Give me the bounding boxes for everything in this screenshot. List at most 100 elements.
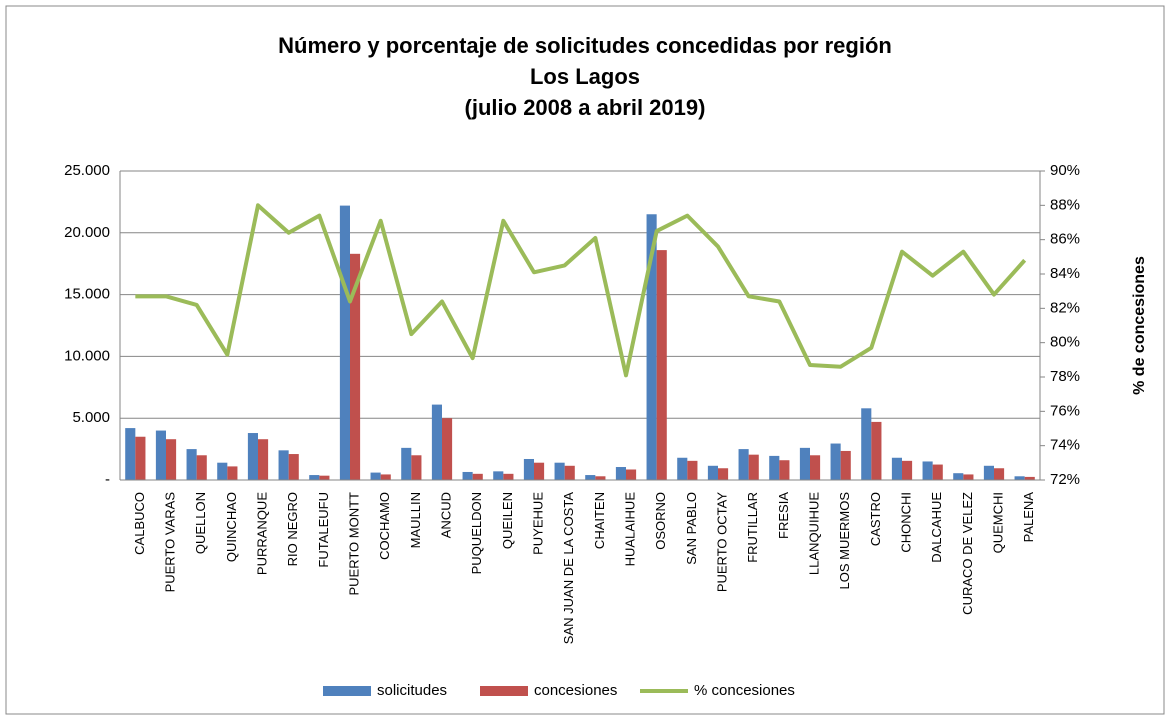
- y2-tick-label: 74%: [1050, 437, 1080, 454]
- bar: [401, 447, 412, 480]
- bar: [656, 250, 667, 480]
- x-tick-label: RIO NEGRO: [285, 492, 300, 566]
- bar: [227, 466, 238, 480]
- y2-tick-label: 90%: [1050, 162, 1080, 179]
- y-tick-label: 25.000: [64, 162, 110, 179]
- bar: [687, 460, 698, 480]
- bar: [891, 457, 902, 480]
- bar: [258, 439, 269, 480]
- legend-label: % concesiones: [694, 682, 795, 699]
- y-tick-label: -: [105, 471, 110, 488]
- y-tick-label: 15.000: [64, 286, 110, 303]
- bar: [810, 455, 821, 480]
- bar: [646, 214, 657, 480]
- bar: [963, 474, 974, 480]
- bar: [615, 467, 626, 480]
- bar: [718, 468, 729, 480]
- bar: [626, 469, 637, 480]
- bar: [319, 475, 330, 480]
- bar: [738, 449, 749, 480]
- x-tick-label: FRUTILLAR: [745, 492, 760, 563]
- bar: [534, 462, 545, 480]
- bar: [1024, 476, 1035, 480]
- bar: [472, 473, 483, 480]
- x-tick-label: QUEILEN: [500, 492, 515, 549]
- x-tick-label: CASTRO: [868, 492, 883, 546]
- y-tick-label: 5.000: [72, 409, 110, 426]
- chart-title: (julio 2008 a abril 2019): [465, 95, 706, 120]
- y2-tick-label: 72%: [1050, 471, 1080, 488]
- bar: [288, 454, 299, 480]
- bar: [902, 460, 913, 480]
- bar: [983, 465, 994, 480]
- x-tick-label: ANCUD: [438, 492, 453, 538]
- bar: [830, 443, 841, 480]
- x-tick-label: OSORNO: [653, 492, 668, 550]
- legend-swatch: [323, 686, 371, 696]
- bar: [380, 474, 391, 480]
- bar: [932, 464, 943, 480]
- x-tick-label: PUQUELDON: [469, 492, 484, 574]
- legend-swatch: [480, 686, 528, 696]
- y2-tick-label: 82%: [1050, 299, 1080, 316]
- x-tick-label: PUERTO OCTAY: [714, 492, 729, 592]
- y2-tick-label: 76%: [1050, 402, 1080, 419]
- y2-tick-label: 84%: [1050, 265, 1080, 282]
- bar: [564, 465, 575, 480]
- bar: [799, 447, 810, 480]
- bar: [135, 436, 146, 480]
- bar: [309, 475, 320, 480]
- bar: [922, 461, 933, 480]
- bar: [840, 450, 851, 480]
- bar: [278, 450, 289, 480]
- x-tick-label: FRESIA: [776, 492, 791, 539]
- bar: [125, 428, 136, 480]
- bar: [861, 408, 872, 480]
- x-tick-label: DALCAHUE: [929, 492, 944, 563]
- bar: [585, 475, 596, 480]
- bar: [442, 418, 453, 480]
- bar: [350, 253, 361, 480]
- x-tick-label: CURACO DE VELEZ: [960, 492, 975, 615]
- legend-label: solicitudes: [377, 682, 447, 699]
- x-tick-label: QUELLON: [193, 492, 208, 554]
- bar: [994, 468, 1005, 480]
- bar: [493, 471, 504, 480]
- y2-tick-label: 86%: [1050, 231, 1080, 248]
- bar: [871, 421, 882, 480]
- y2-axis-label: % de concesiones: [1131, 256, 1148, 395]
- bar: [247, 433, 258, 480]
- x-tick-label: QUINCHAO: [224, 492, 239, 562]
- bar: [431, 404, 442, 480]
- chart-title: Los Lagos: [530, 64, 640, 89]
- x-tick-label: FUTALEUFU: [316, 492, 331, 568]
- y2-tick-label: 80%: [1050, 334, 1080, 351]
- x-tick-label: LOS MUERMOS: [837, 492, 852, 590]
- bar: [523, 458, 534, 480]
- y2-tick-label: 78%: [1050, 368, 1080, 385]
- bar: [411, 455, 422, 480]
- bar: [769, 455, 780, 480]
- bar: [953, 473, 964, 480]
- y-tick-label: 10.000: [64, 347, 110, 364]
- bar: [370, 472, 381, 480]
- bar: [748, 454, 759, 480]
- x-tick-label: HUALAIHUE: [622, 492, 637, 567]
- bar: [166, 439, 177, 480]
- x-tick-label: COCHAMO: [377, 492, 392, 560]
- bar: [186, 449, 197, 480]
- bar: [677, 457, 688, 480]
- bar: [155, 430, 166, 480]
- bar: [503, 473, 514, 480]
- bar: [1014, 476, 1025, 480]
- x-tick-label: LLANQUIHUE: [806, 492, 821, 575]
- x-tick-label: PURRANQUE: [254, 492, 269, 575]
- x-tick-label: PUERTO MONTT: [346, 492, 361, 596]
- chart-border: [5, 5, 1165, 715]
- x-tick-label: CHONCHI: [898, 492, 913, 553]
- bar: [462, 471, 473, 480]
- line: [135, 203, 1027, 378]
- bar: [196, 455, 207, 480]
- x-tick-label: MAULLIN: [408, 492, 423, 548]
